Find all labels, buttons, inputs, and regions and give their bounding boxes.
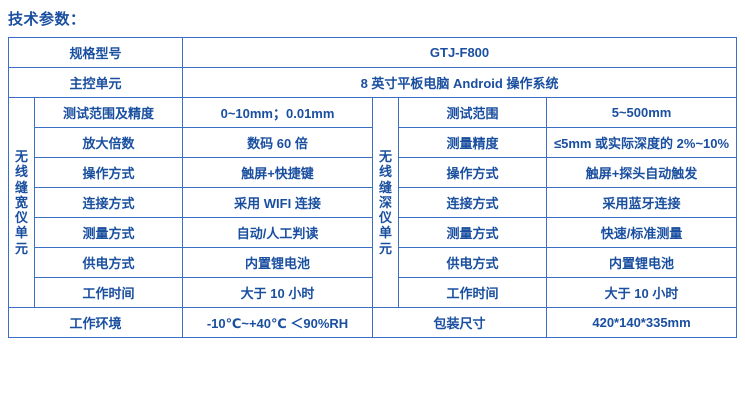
right-unit-label: 无线缝深仪单元 <box>372 97 400 308</box>
right-row-value: ≤5mm 或实际深度的 2%~10% <box>546 127 738 158</box>
table-row-spec-3: 操作方式 触屏+快捷键 操作方式 触屏+探头自动触发 <box>9 157 738 188</box>
left-row-name: 操作方式 <box>33 157 184 188</box>
model-label: 规格型号 <box>7 37 184 68</box>
right-row-value: 采用蓝牙连接 <box>546 187 738 218</box>
left-row-value: 大于 10 小时 <box>182 277 374 308</box>
table-row-spec-1: 无线缝宽仪单元 测试范围及精度 0~10mm；0.01mm 无线缝深仪单元 测试… <box>8 97 738 308</box>
mcu-label: 主控单元 <box>7 67 184 98</box>
left-row-value: 内置锂电池 <box>182 247 374 278</box>
right-row-value: 大于 10 小时 <box>546 277 738 308</box>
left-row-name: 工作时间 <box>33 277 184 308</box>
right-row-name: 操作方式 <box>398 157 548 188</box>
right-row-value: 触屏+探头自动触发 <box>546 157 738 188</box>
table-row-spec-7: 工作时间 大于 10 小时 工作时间 大于 10 小时 <box>9 277 738 308</box>
right-row-value: 快速/标准测量 <box>546 217 738 248</box>
left-unit-label: 无线缝宽仪单元 <box>8 97 35 308</box>
right-row-name: 连接方式 <box>398 187 548 218</box>
left-row-name: 连接方式 <box>33 187 184 218</box>
model-value: GTJ-F800 <box>182 37 738 68</box>
left-row-name: 测量方式 <box>33 217 184 248</box>
right-row-name: 工作时间 <box>398 277 548 308</box>
left-row-name: 放大倍数 <box>33 127 184 158</box>
table-row-spec-2: 放大倍数 数码 60 倍 测量精度 ≤5mm 或实际深度的 2%~10% <box>9 127 738 158</box>
left-row-name: 供电方式 <box>33 247 184 278</box>
table-row-spec-4: 连接方式 采用 WIFI 连接 连接方式 采用蓝牙连接 <box>9 187 738 218</box>
left-row-value: 数码 60 倍 <box>182 127 374 158</box>
table-row-bottom: 工作环境 -10℃~+40℃ ＜90%RH 包装尺寸 420*140*335mm <box>7 307 738 338</box>
left-row-value: 触屏+快捷键 <box>182 157 374 188</box>
table-row-model: 规格型号 GTJ-F800 <box>7 37 738 68</box>
spec-table: 规格型号 GTJ-F800 主控单元 8 英寸平板电脑 Android 操作系统… <box>7 37 738 338</box>
mcu-value: 8 英寸平板电脑 Android 操作系统 <box>182 67 738 98</box>
right-row-name: 测量精度 <box>398 127 548 158</box>
left-row-value: 采用 WIFI 连接 <box>182 187 374 218</box>
table-row-mcu: 主控单元 8 英寸平板电脑 Android 操作系统 <box>7 67 738 98</box>
package-label: 包装尺寸 <box>372 307 548 338</box>
package-value: 420*140*335mm <box>546 307 738 338</box>
right-row-name: 测量方式 <box>398 217 548 248</box>
right-row-name: 测试范围 <box>398 97 548 128</box>
page-title: 技术参数： <box>8 11 86 28</box>
env-label: 工作环境 <box>7 307 184 338</box>
right-row-name: 供电方式 <box>398 247 548 278</box>
env-value: -10℃~+40℃ ＜90%RH <box>182 307 374 338</box>
right-row-value: 5~500mm <box>546 97 738 128</box>
table-row-spec-6: 供电方式 内置锂电池 供电方式 内置锂电池 <box>9 247 738 278</box>
left-row-value: 自动/人工判读 <box>182 217 374 248</box>
left-row-value: 0~10mm；0.01mm <box>182 97 374 128</box>
table-row-spec-5: 测量方式 自动/人工判读 测量方式 快速/标准测量 <box>9 217 738 248</box>
right-row-value: 内置锂电池 <box>546 247 738 278</box>
left-row-name: 测试范围及精度 <box>33 97 184 128</box>
